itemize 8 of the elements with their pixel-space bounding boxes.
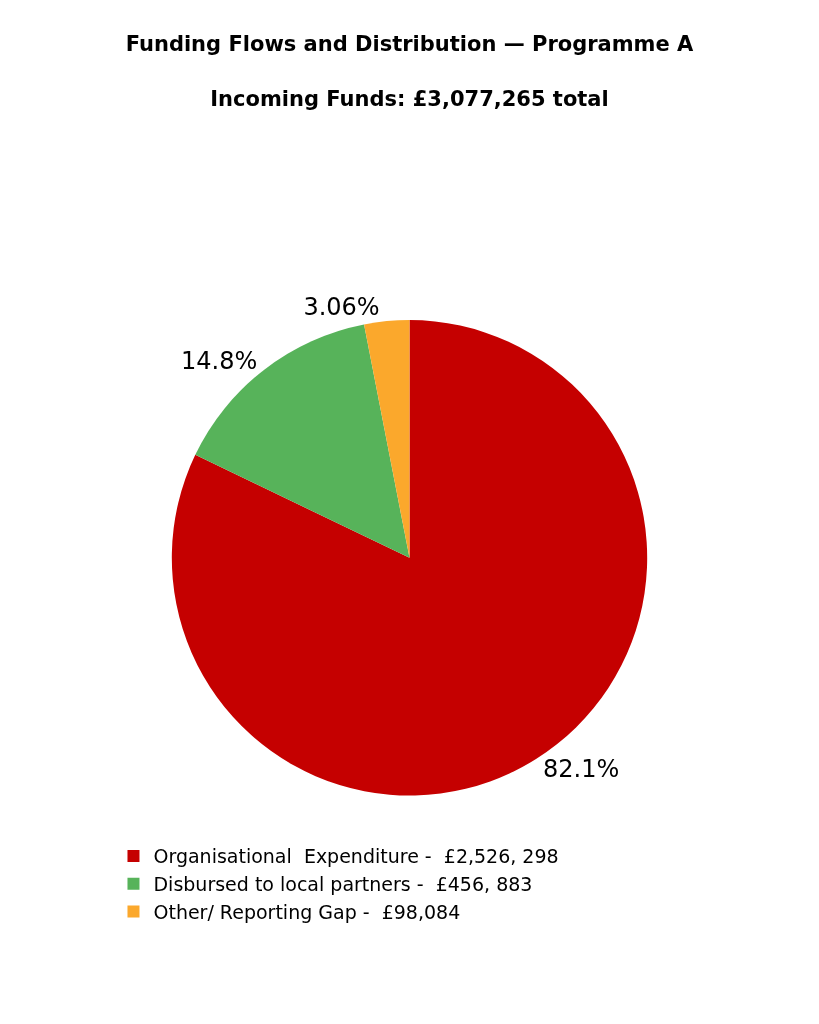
chart-subtitle: Incoming Funds: £3,077,265 total [210,86,609,111]
data-label: 14.8% [180,346,258,375]
legend-label: Disbursed to local partners - £456, 883 [153,873,533,896]
data-label: 3.06% [303,293,380,322]
legend-label: Organisational Expenditure - £2,526, 298 [153,845,559,868]
legend-label: Other/ Reporting Gap - £98,084 [153,900,461,923]
data-label: 82.1% [543,755,620,784]
chart-title: Funding Flows and Distribution — Programme A [125,32,695,57]
